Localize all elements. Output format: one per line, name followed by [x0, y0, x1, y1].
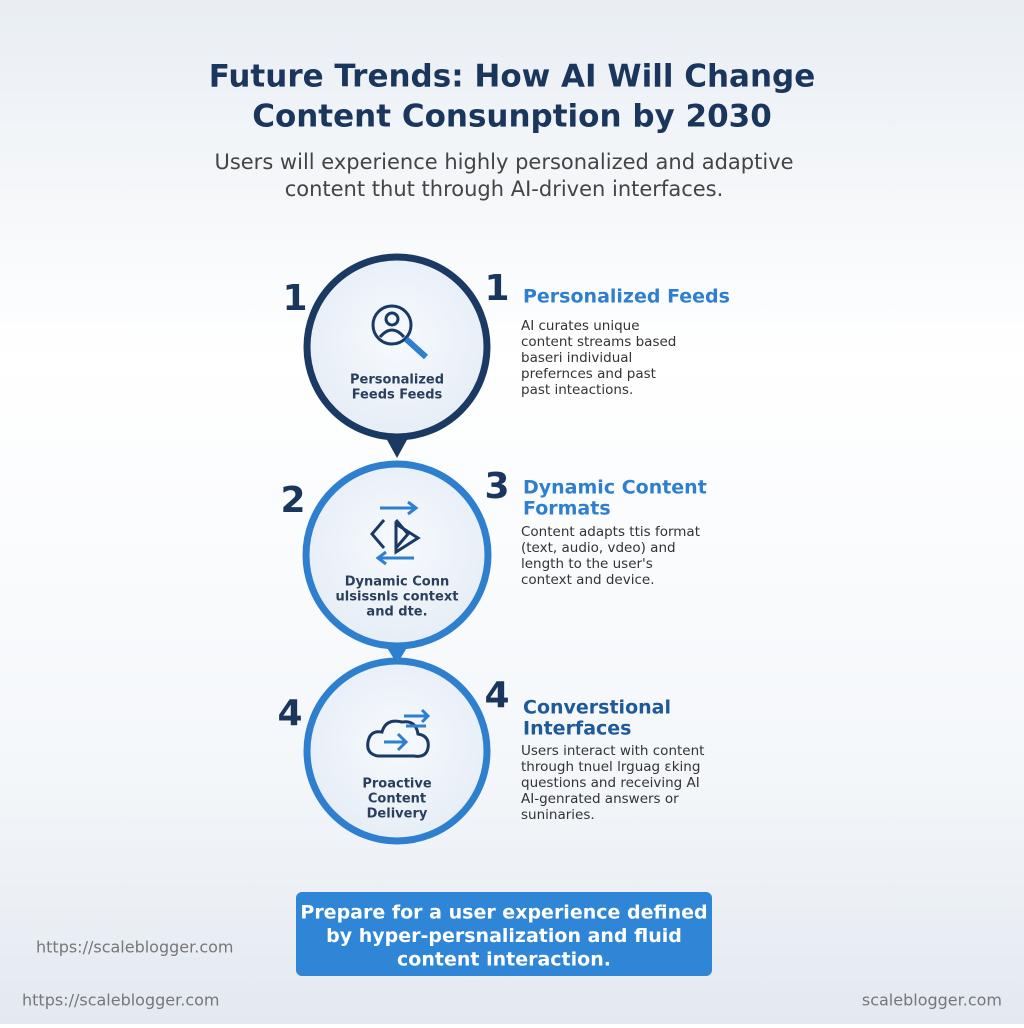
step-heading: Converstional [523, 697, 671, 719]
cloud-icon [366, 708, 431, 758]
step-body: baseri individual [521, 350, 632, 366]
step-body: (text, audio, vdeo) and [521, 540, 676, 556]
step-body: suninaries. [521, 807, 595, 823]
step-number: 1 [484, 268, 509, 309]
step-body: Content adapts ttis format [521, 524, 700, 540]
step-heading: Dynamic Content [523, 477, 707, 499]
callout-box [296, 892, 712, 976]
circle-label: ulsissnls context [336, 590, 459, 605]
callout-text: Prepare for a user experience defined [300, 902, 707, 924]
title: Future Trends: How AI Will Change [209, 59, 816, 95]
circle-label: Delivery [367, 807, 428, 822]
step-body: context and device. [521, 572, 655, 588]
pointer [386, 438, 408, 458]
step-body: Users interact with content [521, 743, 704, 759]
circle-label: Feeds Feeds [352, 388, 443, 403]
callout-text: by hyper-persnalization and fluid [326, 925, 682, 947]
watermark: https://scaleblogger.com [22, 991, 220, 1010]
step-number: 4 [484, 675, 509, 716]
step-body: content streams based [521, 334, 676, 350]
step-number: 4 [277, 693, 302, 734]
pointer [386, 646, 408, 664]
step-body: past inteactions. [521, 382, 633, 398]
callout-text: content interaction. [397, 949, 611, 971]
subtitle: Users will experience highly personalize… [214, 150, 793, 174]
step-circle [302, 460, 492, 650]
step-circle [303, 657, 491, 845]
step-heading: Formats [523, 498, 611, 520]
circle-label: and dte. [366, 605, 427, 620]
step-body: prefernces and past [521, 366, 656, 382]
step-body: through tnuel lrguag ɛking [521, 759, 700, 775]
circle-label: Personalized [350, 373, 444, 388]
step-heading: Personalized Feeds [523, 286, 730, 308]
step-body: AI-genrated answers or [521, 791, 679, 807]
step-circle [303, 253, 491, 441]
circle-label: Dynamic Conn [345, 575, 450, 590]
step-number: 1 [282, 278, 307, 319]
watermark: scaleblogger.com [862, 991, 1002, 1010]
step-number: 3 [484, 466, 509, 507]
circle-label: Content [368, 792, 426, 807]
watermark: https://scaleblogger.com [36, 938, 234, 957]
step-body: AI curates unique [521, 318, 640, 334]
step-heading: Interfaces [523, 718, 631, 740]
step-body: length to the user's [521, 556, 653, 572]
circle-label: Proactive [362, 777, 431, 792]
title: Content Consunption by 2030 [252, 99, 772, 135]
step-body: questions and receiving AI [521, 775, 700, 791]
search-user-icon [371, 304, 429, 360]
format-icon [370, 500, 421, 566]
subtitle: content thut through AI-driven interface… [285, 177, 724, 201]
step-number: 2 [280, 480, 305, 521]
